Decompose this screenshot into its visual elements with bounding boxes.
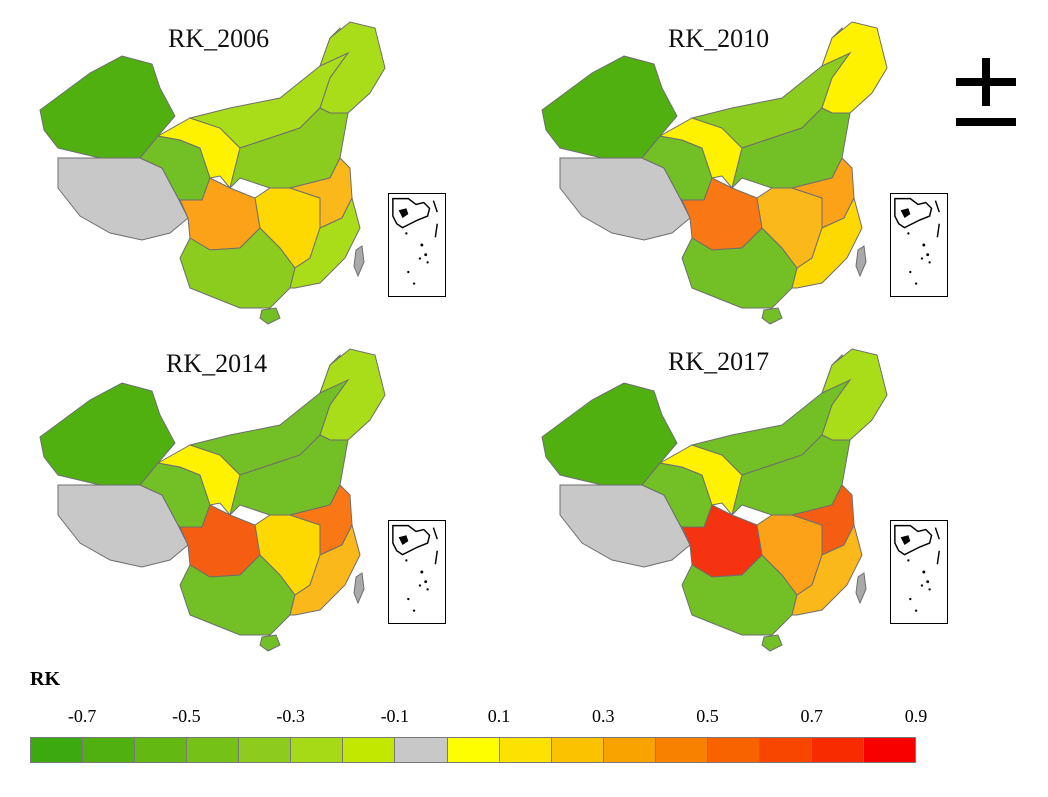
region-plateau (57, 157, 189, 241)
region-hainan (259, 634, 281, 652)
region-west (39, 55, 176, 159)
region-hainan (259, 307, 281, 325)
legend-tick-label: 0.1 (487, 706, 511, 726)
legend-swatch (655, 738, 708, 762)
legend-tick-label: 0.3 (592, 706, 615, 726)
region-plateau (57, 484, 189, 568)
legend-swatch (864, 738, 916, 762)
legend-tick-label: -0.7 (67, 706, 97, 726)
legend-swatch (603, 738, 656, 762)
legend-swatch (759, 738, 812, 762)
south-china-sea-inset (388, 520, 446, 624)
region-southeast (791, 196, 863, 289)
legend-swatch (291, 738, 344, 762)
legend-tick-label: 0.5 (696, 706, 719, 726)
legend-tick-label: 0.7 (800, 706, 824, 726)
legend-swatch (343, 738, 396, 762)
region-west (541, 382, 678, 486)
legend-swatch (811, 738, 864, 762)
legend-swatch (239, 738, 292, 762)
legend-swatch (447, 738, 500, 762)
region-west (541, 55, 678, 159)
region-northeast (821, 21, 888, 114)
legend-swatch (31, 738, 84, 762)
legend-tick-label: -0.3 (276, 706, 305, 726)
legend-swatch (395, 738, 448, 762)
map-title: RK_2014 (166, 349, 268, 378)
map-panel-2: RK_2010 (532, 18, 992, 338)
map-panel-3: RK_2014 (30, 345, 490, 665)
map-svg (541, 348, 888, 652)
map-title: RK_2010 (668, 24, 770, 53)
map-title: RK_2006 (168, 24, 270, 53)
legend-title: RK (30, 668, 60, 690)
legend-ticks: -0.7 -0.5 -0.3 -0.1 0.1 0.3 0.5 0.7 0.9 (30, 706, 927, 730)
legend-color-bar (30, 737, 916, 763)
map-svg (39, 348, 386, 652)
region-northeast (821, 348, 888, 441)
region-plateau (559, 157, 691, 241)
legend-swatch (83, 738, 136, 762)
legend-swatch (551, 738, 604, 762)
region-southeast (289, 523, 361, 616)
region-taiwan (855, 245, 867, 278)
region-plateau (559, 484, 691, 568)
map-panel-1: RK_2006 (30, 18, 490, 338)
region-taiwan (353, 572, 365, 605)
legend-tick-label: 0.9 (904, 706, 928, 726)
region-northeast (319, 348, 386, 441)
legend-swatch (187, 738, 240, 762)
legend-tick-label: -0.1 (380, 706, 410, 726)
south-china-sea-inset (890, 193, 948, 297)
map-svg (541, 21, 888, 325)
legend-tick-label: -0.5 (172, 706, 201, 726)
map-title: RK_2017 (668, 347, 770, 376)
region-hainan (761, 307, 783, 325)
region-southeast (791, 523, 863, 616)
legend-swatch (135, 738, 188, 762)
north-arrow-icon (950, 58, 1022, 130)
region-west (39, 382, 176, 486)
legend-swatch (707, 738, 760, 762)
map-svg (39, 21, 386, 325)
south-china-sea-inset (388, 193, 446, 297)
region-hainan (761, 634, 783, 652)
map-panel-4: RK_2017 (532, 345, 992, 665)
region-taiwan (855, 572, 867, 605)
south-china-sea-inset (890, 520, 948, 624)
region-southeast (289, 196, 361, 289)
region-taiwan (353, 245, 365, 278)
legend-swatch (499, 738, 552, 762)
region-northeast (319, 21, 386, 114)
